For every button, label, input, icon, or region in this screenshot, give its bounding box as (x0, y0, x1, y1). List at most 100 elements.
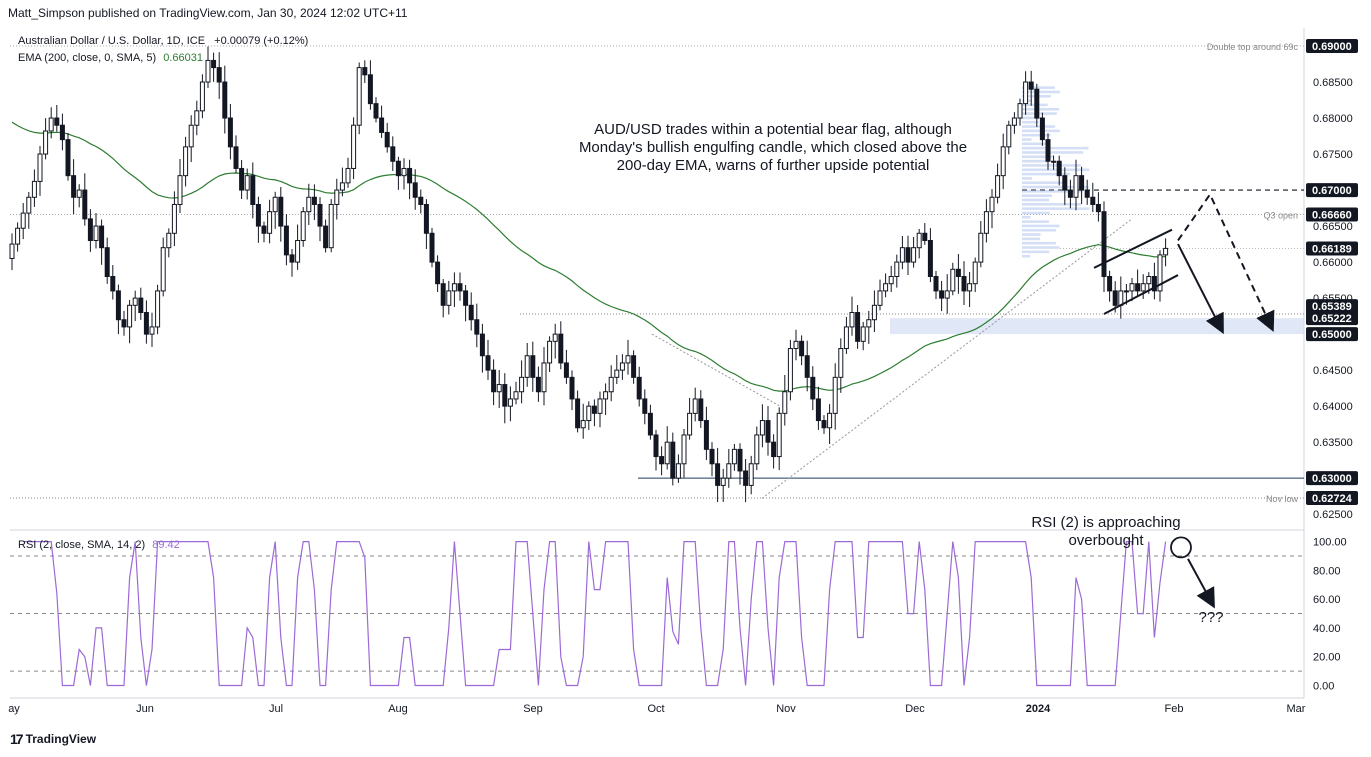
candle-body (955, 268, 961, 277)
time-tick-label: Nov (776, 703, 796, 715)
candle-body (927, 239, 933, 277)
volume-profile-bar (1022, 177, 1033, 180)
volume-profile-bar (1022, 125, 1056, 128)
candle-body (849, 312, 855, 328)
flag-lower-line (1103, 274, 1179, 315)
candle-body (530, 355, 536, 378)
volume-profile-bar (1022, 237, 1041, 241)
candle-body (642, 398, 648, 414)
candle-body (311, 196, 317, 205)
price-badge (1306, 491, 1358, 506)
volume-profile-bar (1022, 254, 1030, 258)
candle-body (983, 211, 989, 234)
time-tick-label: 2024 (1026, 703, 1051, 715)
candle-body (31, 180, 37, 198)
candle-body (995, 175, 1001, 198)
price-badge-label: 0.62724 (1312, 493, 1353, 505)
candle-body (871, 304, 877, 321)
candle-body (479, 333, 485, 357)
time-tick-label: Dec (905, 703, 925, 715)
candle-body (390, 146, 396, 162)
candle-body (782, 391, 788, 414)
rising-trendline (761, 218, 1133, 499)
candle-body (1129, 283, 1135, 292)
falling-trendline (651, 333, 781, 407)
candle-body (1073, 175, 1079, 198)
price-badge-label: 0.63000 (1312, 473, 1352, 485)
price-tick-label: 0.68000 (1313, 113, 1353, 125)
candle-body (502, 384, 508, 407)
tradingview-footer[interactable]: 17 TradingView (10, 731, 96, 747)
price-badge (1306, 207, 1358, 222)
candle-body (894, 261, 900, 278)
candle-body (188, 124, 194, 148)
candle-body (821, 420, 827, 429)
candle-body (547, 340, 553, 364)
candle-body (160, 247, 166, 292)
ema-200-line (11, 121, 1166, 392)
price-tick-label: 0.66500 (1313, 221, 1353, 233)
rsi-legend: RSI (2, close, SMA, 14, 2) 89.42 (18, 539, 180, 551)
candle-body (143, 312, 149, 335)
candle-body (944, 290, 950, 299)
candle-body (552, 333, 558, 342)
volume-profile-bar (1022, 151, 1084, 154)
candle-body (597, 398, 603, 414)
candle-body (199, 81, 205, 112)
chart-annotation-line: AUD/USD trades within a potential bear f… (594, 121, 952, 138)
dashed-path-arrow (1177, 192, 1275, 332)
candle-body (20, 212, 26, 229)
time-tick-label: Mar (1287, 703, 1306, 715)
candle-body (1140, 283, 1146, 292)
volume-profile-bar (1022, 203, 1082, 206)
candle-body (261, 225, 267, 234)
price-badge-label: 0.65222 (1312, 313, 1352, 325)
support-zone (890, 318, 1304, 335)
candle-body (76, 189, 82, 198)
rsi-annotation-line: RSI (2) is approaching (1031, 514, 1180, 531)
candle-body (244, 175, 250, 191)
candle-body (177, 175, 183, 205)
price-tick-label: 0.66000 (1313, 257, 1353, 269)
candle-body (15, 227, 21, 245)
candle-body (580, 420, 586, 429)
time-tick-label: Jun (136, 703, 154, 715)
candle-body (356, 67, 362, 126)
candle-body (591, 405, 597, 414)
candle-body (815, 398, 821, 422)
candle-body (222, 81, 228, 119)
candle-body (888, 276, 894, 285)
candle-body (619, 362, 625, 371)
candle-body (1157, 254, 1163, 292)
volume-profile-bar (1022, 112, 1057, 115)
candle-body (961, 276, 967, 292)
candle-body (804, 355, 810, 378)
candle-body (653, 434, 659, 458)
candle-body (709, 448, 715, 465)
volume-profile-bar (1022, 224, 1060, 228)
symbol-change: +0.00079 (+0.12%) (214, 35, 309, 47)
price-badge (1306, 241, 1358, 256)
time-tick-label: Sep (523, 703, 543, 715)
price-badge-label: 0.67000 (1312, 185, 1352, 197)
price-badge (1306, 327, 1358, 342)
candle-body (306, 196, 312, 213)
candle-body (474, 319, 480, 335)
candle-body (1079, 175, 1085, 191)
candle-body (737, 448, 743, 472)
candle-body (171, 203, 177, 234)
candle-body (250, 175, 256, 205)
candle-body (317, 203, 323, 227)
candle-body (166, 232, 172, 249)
candle-body (59, 124, 65, 141)
candle-body (911, 247, 917, 263)
candle-body (138, 297, 144, 314)
ema-value: 0.66031 (163, 52, 203, 64)
candle-body (435, 261, 441, 285)
candle-body (216, 67, 222, 83)
candle-body (575, 398, 581, 429)
candle-body (978, 232, 984, 263)
price-badge-note: Double top around 69c (1207, 42, 1299, 52)
price-badge (1306, 311, 1358, 326)
tradingview-logo-icon: 17 (10, 731, 24, 747)
